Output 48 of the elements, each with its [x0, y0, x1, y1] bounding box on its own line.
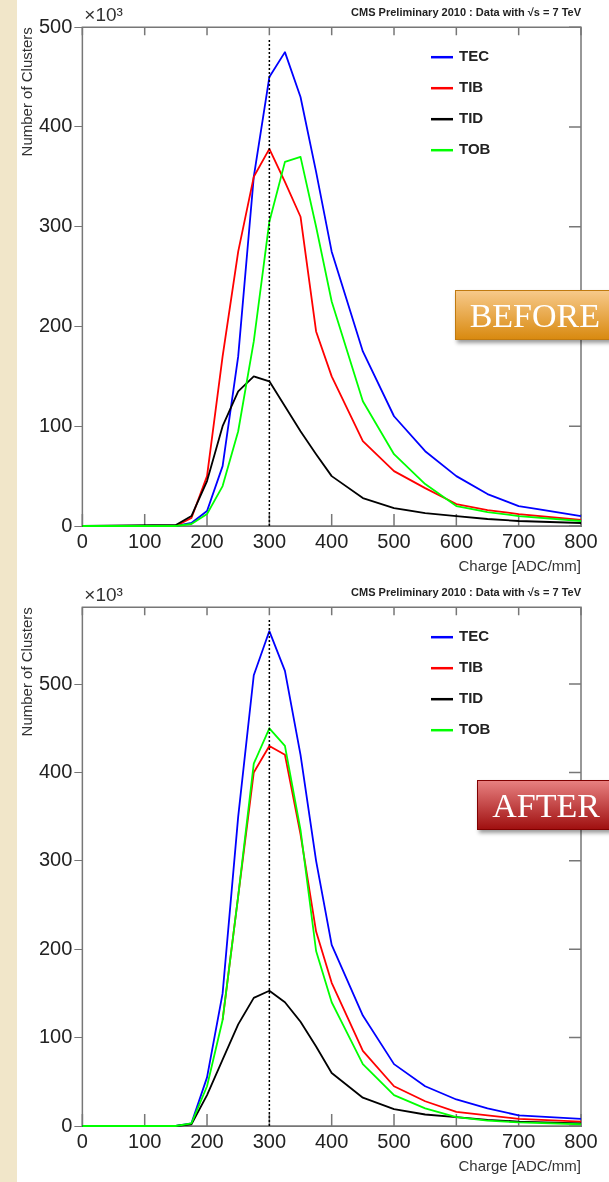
y-tick-label: 400: [38, 114, 73, 137]
legend-label: TOB: [459, 720, 491, 738]
legend-label: TEC: [459, 627, 490, 645]
x-axis-title: Charge [ADC/mm]: [458, 557, 581, 575]
x-tick-label: 200: [190, 529, 224, 552]
x-axis-title: Charge [ADC/mm]: [458, 1157, 581, 1175]
x-tick-label: 200: [190, 1129, 224, 1152]
legend-label: TID: [459, 689, 484, 707]
legend-label: TEC: [459, 47, 490, 65]
x-tick-label: 400: [315, 529, 349, 552]
y-tick-label: 400: [38, 759, 73, 782]
x-tick-label: 700: [501, 1129, 536, 1152]
x-tick-label: 400: [315, 1129, 349, 1152]
y-axis-title: Number of Clusters: [18, 27, 36, 157]
legend-label: TID: [459, 109, 484, 127]
text: ×10³: [84, 3, 123, 25]
x-tick-label: 300: [252, 1129, 287, 1152]
x-tick-label: 100: [128, 529, 162, 552]
legend-label: TIB: [459, 658, 484, 676]
x-tick-label: 800: [564, 529, 598, 552]
chart-title: CMS Preliminary 2010 : Data with √s = 7 TeV: [351, 585, 582, 598]
y-tick-label: 0: [61, 513, 73, 536]
y-tick-label: 100: [38, 413, 73, 436]
x-tick-label: 0: [76, 529, 88, 552]
annotation: BEFORE: [454, 290, 609, 340]
y-tick-label: 500: [38, 14, 73, 37]
x-tick-label: 500: [377, 529, 411, 552]
x-tick-label: 700: [501, 529, 536, 552]
y-tick-label: 300: [38, 214, 73, 237]
x-tick-label: 300: [252, 529, 287, 552]
legend-label: TIB: [459, 78, 484, 96]
x-tick-label: 100: [128, 1129, 162, 1152]
x-tick-label: 0: [76, 1129, 88, 1152]
y-tick-label: 300: [38, 848, 73, 871]
legend-label: TOB: [459, 140, 491, 158]
text: ×10³: [84, 583, 123, 605]
x-tick-label: 800: [564, 1129, 598, 1152]
x-tick-label: 600: [439, 1129, 474, 1152]
x-tick-label: 600: [439, 529, 474, 552]
x-tick-label: 500: [377, 1129, 411, 1152]
y-tick-label: 500: [38, 671, 73, 694]
chart-title: CMS Preliminary 2010 : Data with √s = 7 TeV: [351, 5, 582, 18]
annotation: AFTER: [477, 780, 609, 830]
y-tick-label: 0: [61, 1113, 73, 1136]
y-tick-label: 200: [38, 936, 73, 959]
y-tick-label: 200: [38, 314, 73, 336]
y-tick-label: 100: [38, 1025, 73, 1048]
y-axis-title: Number of Clusters: [18, 607, 36, 737]
